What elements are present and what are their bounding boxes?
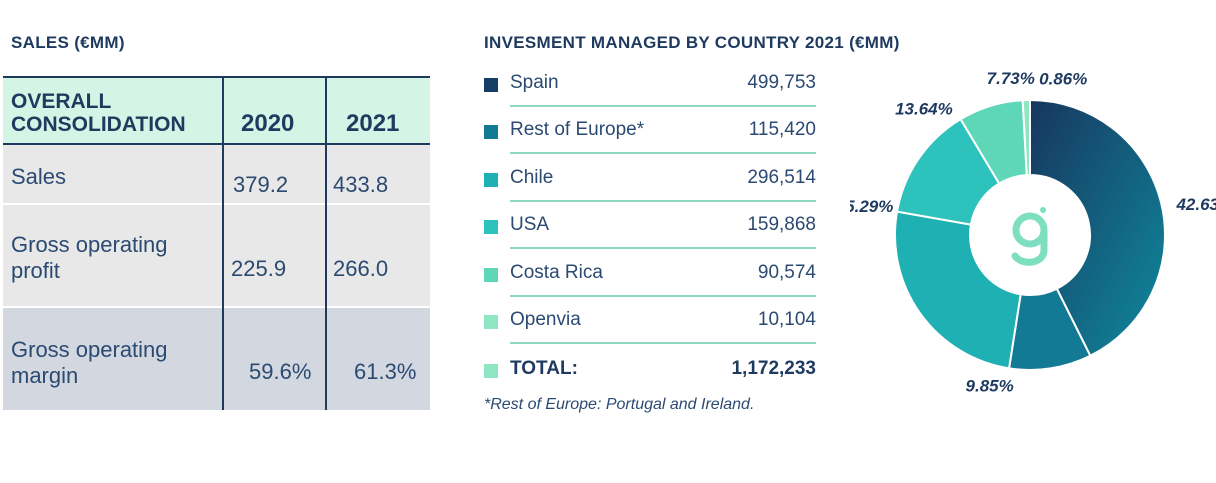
legend-row: Rest of Europe* 115,420 xyxy=(484,107,816,154)
investment-title: INVESMENT MANAGED BY COUNTRY 2021 (€MM) xyxy=(484,33,900,52)
gross-profit-label-line1: Gross operating xyxy=(11,232,168,257)
legend-row: USA 159,868 xyxy=(484,202,816,249)
sales-row-gross-operating-profit xyxy=(3,205,430,308)
legend-value: 90,574 xyxy=(757,262,816,283)
legend-swatch xyxy=(484,173,498,187)
gross-profit-label-line2: profit xyxy=(11,258,60,283)
legend-swatch xyxy=(484,220,498,234)
legend-label: Openvia xyxy=(510,309,581,330)
sales-row-sales xyxy=(3,145,430,205)
header-label-line1: OVERALL xyxy=(11,90,112,113)
header-label-line2: CONSOLIDATION xyxy=(11,113,186,136)
legend-separator xyxy=(510,247,816,249)
legend-value: 296,514 xyxy=(747,167,816,188)
legend-swatch xyxy=(484,78,498,92)
total-value: 1,172,233 xyxy=(731,358,816,379)
column-divider xyxy=(222,76,224,410)
percent-label: 25.29% xyxy=(850,197,893,216)
legend-row: Openvia 10,104 xyxy=(484,297,816,344)
gross-profit-value-2020: 225.9 xyxy=(231,256,287,281)
total-label: TOTAL: xyxy=(510,358,578,379)
header-year-2020: 2020 xyxy=(241,110,295,137)
legend-separator xyxy=(510,200,816,202)
legend-label: Rest of Europe* xyxy=(510,119,645,140)
percent-label: 13.64% xyxy=(895,100,953,119)
legend-row: Chile 296,514 xyxy=(484,155,816,202)
legend-label: Spain xyxy=(510,72,559,93)
legend-value: 159,868 xyxy=(747,214,816,235)
percent-label: 0.86% xyxy=(1039,70,1087,88)
sales-title: SALES (€MM) xyxy=(11,33,125,52)
percent-label: 42.63% xyxy=(1175,195,1216,214)
sales-value-2021: 433.8 xyxy=(333,172,389,197)
legend-label: USA xyxy=(510,214,550,235)
brand-logo-icon xyxy=(1011,207,1048,266)
legend-row-total: TOTAL: 1,172,233 xyxy=(484,346,816,393)
legend-separator xyxy=(510,152,816,154)
column-divider xyxy=(325,76,327,410)
gross-margin-label-line2: margin xyxy=(11,363,79,388)
gross-margin-value-2020: 59.6% xyxy=(249,359,312,384)
legend-swatch xyxy=(484,315,498,329)
legend-label: Costa Rica xyxy=(510,262,603,283)
legend-swatch xyxy=(484,125,498,139)
legend-row: Costa Rica 90,574 xyxy=(484,250,816,297)
header-year-2021: 2021 xyxy=(346,110,400,137)
legend-value: 115,420 xyxy=(748,119,816,140)
legend-swatch xyxy=(484,268,498,282)
sales-table-header xyxy=(3,76,430,145)
sales-value-2020: 379.2 xyxy=(233,172,289,197)
legend-row: Spain 499,753 xyxy=(484,60,816,107)
donut-chart: 42.63% 9.85% 25.29% 13.64% 7.73%0.86% xyxy=(850,70,1216,396)
gross-margin-label-line1: Gross operating xyxy=(11,337,168,362)
percent-label: 7.73% xyxy=(987,70,1035,88)
donut-hole xyxy=(970,175,1090,295)
sales-label: Sales xyxy=(11,164,67,189)
legend-label: Chile xyxy=(510,167,554,188)
sales-row-gross-operating-margin xyxy=(3,308,430,410)
legend-value: 499,753 xyxy=(747,72,816,93)
legend-separator xyxy=(510,105,816,107)
legend-value: 10,104 xyxy=(757,309,816,330)
gross-margin-value-2021: 61.3% xyxy=(354,359,417,384)
percent-label: 9.85% xyxy=(966,377,1014,396)
legend-swatch xyxy=(484,364,498,378)
gross-profit-value-2021: 266.0 xyxy=(333,256,389,281)
legend-separator xyxy=(510,342,816,344)
legend-separator xyxy=(510,295,816,297)
footnote: *Rest of Europe: Portugal and Ireland. xyxy=(484,396,755,413)
